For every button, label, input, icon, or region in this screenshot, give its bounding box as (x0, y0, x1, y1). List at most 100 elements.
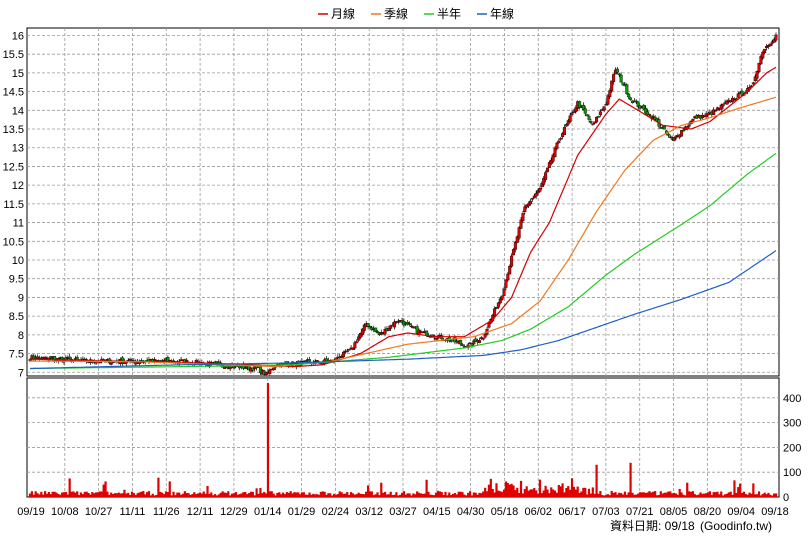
candle-body (544, 172, 548, 180)
legend-item-3: 半年 (424, 7, 461, 21)
volume-bar (145, 492, 149, 497)
volume-bar (349, 492, 353, 497)
volume-bar (342, 493, 345, 497)
candle-body (406, 321, 410, 325)
volume-bar (38, 494, 41, 497)
candle-body (272, 367, 276, 371)
candle-body (617, 73, 621, 76)
volume-bar (423, 493, 426, 497)
volume-bar (310, 494, 313, 497)
volume-bar (93, 493, 96, 497)
candle-body (770, 41, 774, 44)
ma-line-3 (30, 152, 777, 370)
volume-bar (125, 493, 128, 497)
volume-bar (640, 492, 644, 497)
candle-body (506, 273, 510, 281)
volume-bar (678, 488, 681, 497)
volume-bar (565, 487, 568, 497)
x-tick-label: 03/12 (355, 506, 383, 518)
volume-bar (416, 491, 419, 497)
volume-bar (506, 483, 509, 497)
x-tick-label: 01/29 (288, 506, 316, 518)
volume-bar (365, 491, 368, 497)
candle-body (538, 187, 542, 192)
volume-bar (247, 493, 251, 497)
candle-body (725, 100, 729, 105)
volume-bar (655, 495, 659, 497)
date-x-axis: 09/19 10/08 10/27 11/11 11/26 12/11 12/29 01/14… (17, 506, 789, 518)
volume-bar (463, 494, 466, 497)
volume-bar (272, 493, 275, 497)
volume-bar (459, 491, 462, 497)
candle-body (591, 123, 595, 125)
volume-bar (427, 491, 430, 497)
volume-bar (374, 494, 377, 497)
volume-bar (334, 494, 338, 497)
volume-bar (510, 483, 513, 497)
candle-body (185, 359, 189, 363)
volume-bar (361, 493, 364, 497)
x-tick-label: 11/26 (153, 506, 180, 518)
candle-body (504, 279, 508, 288)
volume-bar (72, 491, 75, 497)
volume-bar (642, 492, 645, 497)
volume-bar (353, 494, 356, 497)
volume-bar (525, 486, 528, 497)
volume-bar (689, 491, 693, 497)
volume-bar (495, 483, 498, 497)
volume-bar (57, 493, 60, 497)
volume-bar (295, 492, 298, 497)
volume-bar (195, 494, 198, 497)
volume-bar (238, 494, 241, 497)
volume-bar (298, 494, 302, 497)
volume-bar (478, 492, 481, 497)
volume-bar (79, 492, 83, 497)
volume-bar (455, 494, 458, 497)
volume-bar (140, 491, 143, 497)
volume-bar (663, 492, 666, 497)
x-tick-label: 07/03 (592, 506, 620, 518)
candle-body (162, 359, 166, 362)
volume-bar (383, 491, 387, 497)
candle-body (493, 308, 497, 316)
volume-bar (550, 487, 553, 497)
volume-bar (106, 491, 109, 497)
volume-bar (674, 493, 678, 497)
volume-bar (128, 495, 132, 497)
volume-bar (217, 494, 220, 497)
candle-body (359, 332, 363, 338)
x-tick-label: 02/24 (322, 506, 350, 518)
volume-bar (264, 493, 268, 497)
candle-body (353, 342, 357, 349)
volume-bar (512, 485, 515, 497)
volume-bar (127, 492, 130, 497)
volume-bar (117, 492, 120, 497)
volume-bar (385, 494, 389, 497)
volume-bar (132, 493, 135, 497)
candle-body (513, 242, 517, 250)
volume-bar (297, 492, 300, 497)
volume-bar (580, 491, 583, 497)
volume-bar (593, 493, 596, 497)
candle-body (360, 328, 364, 335)
volume-bar (317, 494, 321, 497)
volume-bar (446, 495, 449, 497)
candle-body (712, 109, 716, 115)
volume-bar (289, 491, 292, 497)
candle-body (647, 113, 651, 116)
candle-body (315, 360, 319, 362)
x-tick-label: 03/27 (389, 506, 417, 518)
volume-bar (740, 492, 744, 497)
candle-body (589, 121, 593, 123)
volume-bar (661, 493, 664, 497)
candle-body (583, 108, 587, 114)
volume-bar (591, 487, 594, 497)
candle-body (627, 93, 631, 98)
candle-body (351, 347, 355, 350)
volume-bar (221, 491, 224, 497)
volume-bar (767, 492, 770, 497)
volume-bar (302, 492, 305, 497)
volume-bar (638, 492, 642, 497)
volume-bar (276, 492, 279, 497)
volume-bar (408, 493, 411, 497)
